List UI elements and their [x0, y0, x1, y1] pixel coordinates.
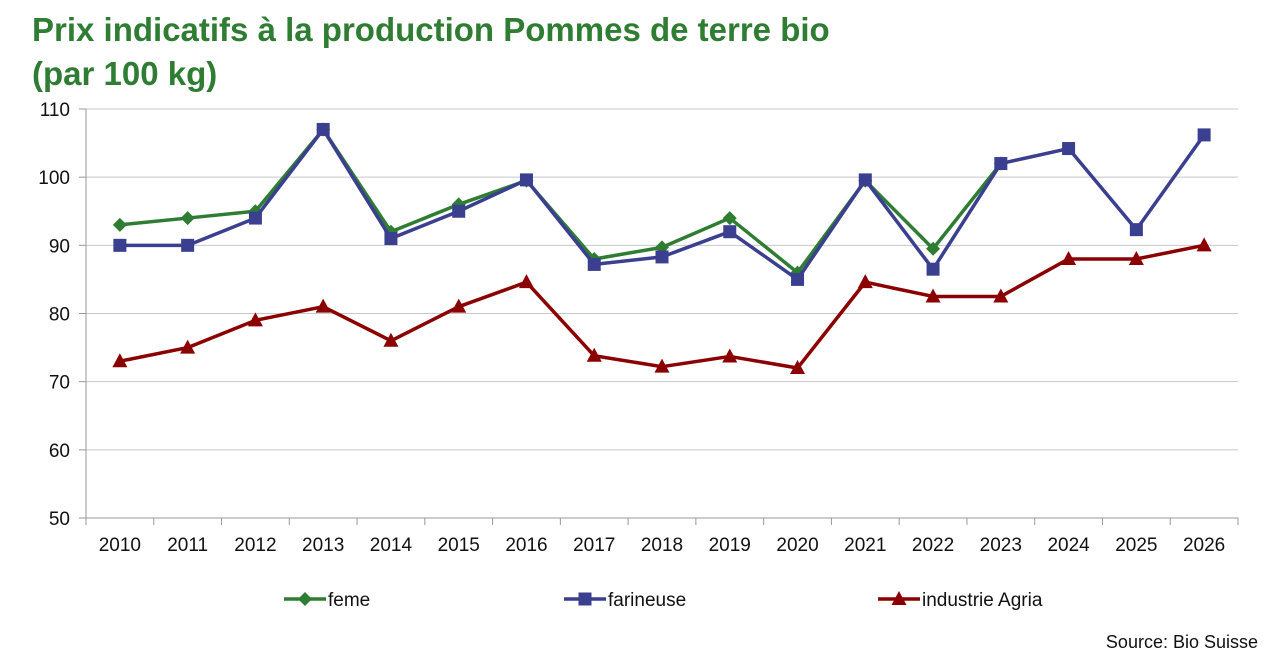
chart-title-line-1: Prix indicatifs à la production Pommes d…	[32, 11, 830, 48]
x-axis: 2010 2011 2012 2013 2014 2015 2016 2017 2018 2019…	[85, 517, 1239, 556]
point-farineuse-2018	[655, 250, 669, 264]
x-tick-label-2021: 2021	[844, 535, 886, 556]
point-feme-2011	[180, 211, 195, 226]
point-farineuse-2026	[1197, 128, 1211, 142]
point-industrie-Agria-2020	[790, 360, 806, 375]
x-tick-label-2014: 2014	[370, 535, 413, 556]
chart-title: Prix indicatifs à la production Pommes d…	[32, 8, 830, 96]
point-farineuse-2023	[994, 157, 1008, 171]
series-farineuse	[113, 122, 1211, 286]
point-industrie-Agria-2014	[383, 332, 399, 347]
y-tick-label-80: 80	[49, 305, 70, 326]
legend-label-industrie-Agria: industrie Agria	[922, 590, 1043, 611]
point-industrie-Agria-2025	[1128, 250, 1144, 265]
point-industrie-Agria-2022	[925, 288, 941, 303]
x-tick-label-2019: 2019	[709, 535, 751, 556]
legend-label-farineuse: farineuse	[608, 590, 686, 611]
point-feme-2019	[722, 211, 737, 226]
point-farineuse-2025	[1129, 223, 1143, 237]
legend-marker-1	[578, 592, 592, 606]
point-farineuse-2014	[384, 232, 398, 246]
legend-label-feme: feme	[328, 590, 370, 611]
y-tick-label-50: 50	[49, 509, 70, 530]
legend-item-farineuse: farineuse	[564, 590, 686, 611]
point-industrie-Agria-2026	[1196, 237, 1212, 252]
point-farineuse-2012	[248, 211, 262, 225]
grid-lines	[86, 108, 1238, 451]
point-industrie-Agria-2017	[586, 347, 602, 362]
y-axis: 50 60 70 80 90 100 110	[38, 100, 87, 530]
series-layer	[112, 122, 1212, 375]
point-industrie-Agria-2018	[654, 358, 670, 373]
point-industrie-Agria-2021	[857, 274, 873, 289]
point-industrie-Agria-2010	[112, 353, 128, 368]
x-tick-label-2018: 2018	[641, 535, 683, 556]
y-tick-label-110: 110	[40, 100, 70, 121]
point-industrie-Agria-2013	[315, 298, 331, 313]
legend-item-feme: feme	[284, 590, 370, 611]
y-tick-label-70: 70	[49, 373, 70, 394]
series-line-feme-0	[119, 127, 1003, 275]
series-industrie-Agria	[112, 237, 1212, 375]
source-note: Source: Bio Suisse	[1105, 632, 1258, 652]
point-industrie-Agria-2019	[722, 348, 738, 363]
legend-marker-0	[298, 592, 312, 606]
point-industrie-Agria-2015	[451, 298, 467, 313]
point-industrie-Agria-2011	[180, 339, 196, 354]
x-tick-label-2013: 2013	[302, 535, 344, 556]
point-farineuse-2013	[316, 122, 330, 136]
point-farineuse-2015	[452, 204, 466, 218]
point-industrie-Agria-2024	[1061, 250, 1077, 265]
x-tick-label-2012: 2012	[234, 535, 276, 556]
x-tick-label-2026: 2026	[1183, 535, 1225, 556]
y-tick-label-90: 90	[49, 236, 70, 257]
point-farineuse-2020	[791, 272, 805, 286]
legend-item-industrie-Agria: industrie Agria	[878, 590, 1043, 611]
x-tick-label-2020: 2020	[776, 535, 818, 556]
point-farineuse-2022	[926, 262, 940, 276]
y-tick-label-100: 100	[38, 168, 70, 189]
x-tick-label-2016: 2016	[505, 535, 547, 556]
x-tick-label-2022: 2022	[912, 535, 954, 556]
x-tick-label-2023: 2023	[980, 535, 1022, 556]
point-farineuse-2024	[1062, 142, 1076, 156]
x-tick-label-2011: 2011	[167, 535, 208, 556]
point-farineuse-2010	[113, 238, 127, 252]
point-feme-2022	[926, 241, 941, 256]
x-tick-label-2025: 2025	[1115, 535, 1157, 556]
x-tick-label-2010: 2010	[99, 535, 141, 556]
point-farineuse-2019	[723, 225, 737, 239]
point-industrie-Agria-2023	[993, 288, 1009, 303]
legend: feme farineuse industrie Agria	[284, 590, 1043, 611]
point-farineuse-2017	[587, 257, 601, 271]
chart-title-line-2: (par 100 kg)	[32, 55, 218, 92]
point-feme-2010	[112, 217, 127, 232]
point-farineuse-2021	[858, 173, 872, 187]
series-line-industrie-Agria-0	[119, 243, 1205, 370]
point-farineuse-2016	[519, 173, 533, 187]
series-feme	[112, 122, 1008, 280]
point-industrie-Agria-2016	[518, 274, 534, 289]
x-tick-label-2024: 2024	[1047, 535, 1090, 556]
point-farineuse-2011	[181, 238, 195, 252]
x-tick-label-2017: 2017	[573, 535, 615, 556]
legend-marker-2	[891, 591, 907, 605]
x-tick-label-2015: 2015	[438, 535, 480, 556]
y-tick-label-60: 60	[49, 441, 70, 462]
point-industrie-Agria-2012	[247, 312, 263, 327]
